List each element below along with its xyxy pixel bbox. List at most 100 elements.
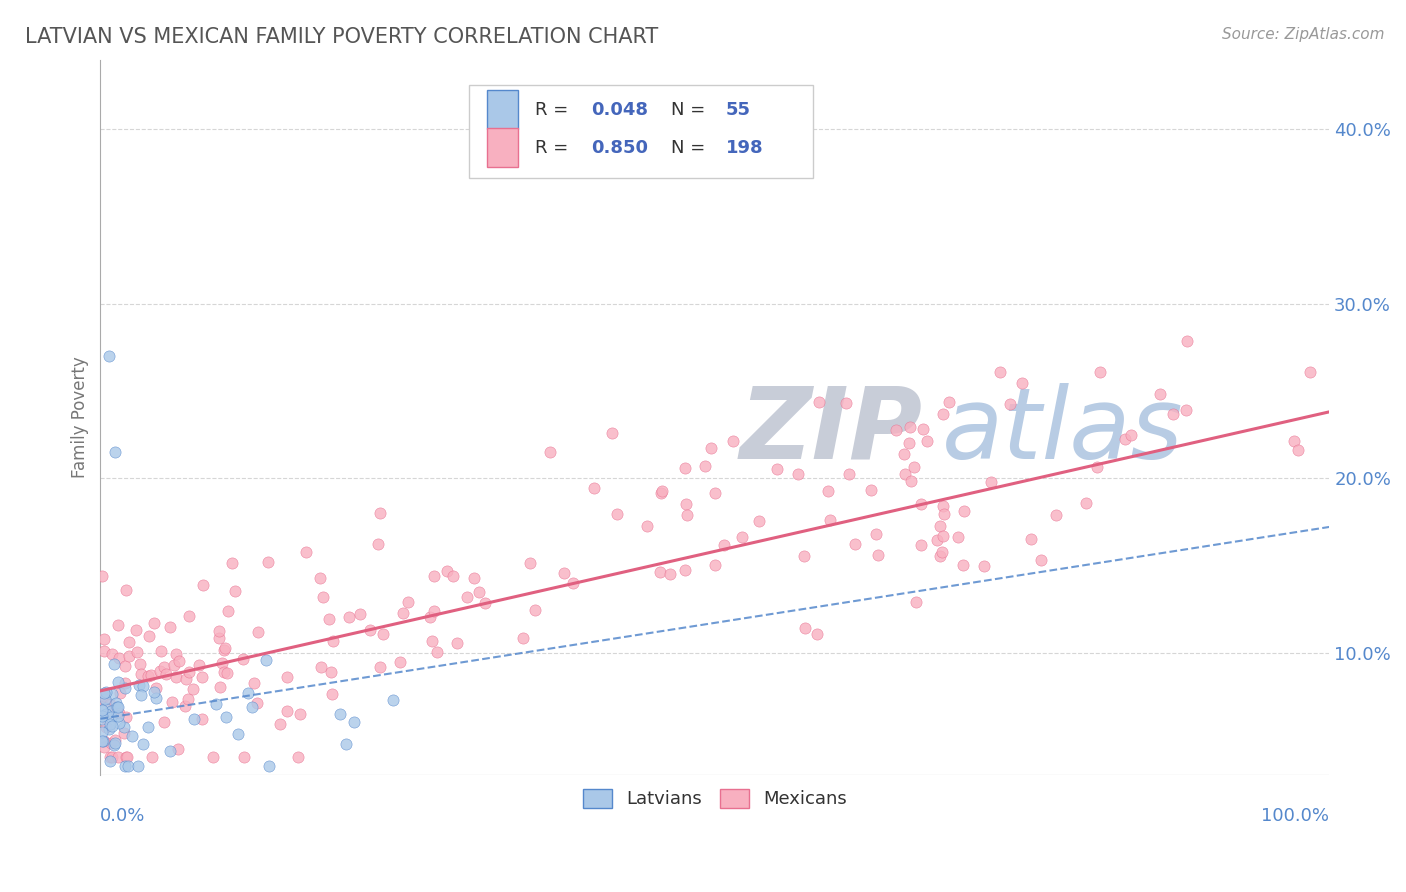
FancyBboxPatch shape bbox=[470, 85, 813, 178]
Point bbox=[115, 750, 138, 764]
Point bbox=[224, 584, 246, 599]
Point bbox=[94, 692, 117, 706]
Point bbox=[165, 647, 187, 661]
Point bbox=[226, 726, 249, 740]
Point bbox=[391, 606, 413, 620]
Point bbox=[467, 585, 489, 599]
Point bbox=[436, 564, 458, 578]
Point bbox=[215, 710, 238, 724]
Point bbox=[1163, 407, 1185, 421]
Point bbox=[177, 609, 200, 624]
Point bbox=[167, 742, 190, 756]
FancyBboxPatch shape bbox=[488, 90, 519, 129]
Point bbox=[659, 567, 682, 582]
Point bbox=[523, 603, 546, 617]
Text: R =: R = bbox=[536, 101, 575, 119]
Point bbox=[793, 549, 815, 564]
Point bbox=[321, 665, 343, 680]
Point bbox=[129, 667, 152, 681]
Point bbox=[114, 681, 136, 696]
Point bbox=[359, 624, 381, 638]
Text: N =: N = bbox=[671, 138, 710, 156]
Point bbox=[1175, 334, 1198, 348]
Point bbox=[419, 610, 441, 624]
Point bbox=[898, 419, 921, 434]
Point bbox=[125, 624, 148, 638]
Point bbox=[370, 507, 392, 521]
Point bbox=[928, 518, 950, 533]
Point bbox=[915, 434, 938, 449]
Point bbox=[139, 667, 162, 681]
Point bbox=[103, 657, 125, 672]
Point bbox=[1029, 553, 1052, 567]
Point bbox=[904, 595, 927, 609]
Point bbox=[932, 499, 955, 513]
Point bbox=[650, 486, 672, 500]
Point bbox=[807, 395, 830, 409]
Point bbox=[309, 571, 332, 585]
Point bbox=[104, 736, 127, 750]
Point bbox=[898, 436, 921, 450]
Point bbox=[582, 482, 605, 496]
Point bbox=[562, 576, 585, 591]
Point bbox=[105, 696, 128, 710]
Point bbox=[343, 714, 366, 729]
Point bbox=[1121, 428, 1143, 442]
Point bbox=[651, 484, 673, 499]
Point bbox=[114, 675, 136, 690]
Text: atlas: atlas bbox=[942, 383, 1184, 480]
Point bbox=[765, 462, 787, 476]
Point bbox=[212, 665, 235, 680]
Point bbox=[1076, 496, 1098, 510]
Point bbox=[91, 734, 114, 748]
Point bbox=[221, 556, 243, 570]
Point bbox=[865, 526, 887, 541]
Point bbox=[396, 595, 419, 609]
Point bbox=[97, 722, 120, 736]
Point bbox=[335, 737, 357, 751]
Point bbox=[93, 689, 115, 703]
Point bbox=[101, 719, 124, 733]
Point bbox=[90, 704, 112, 718]
Point bbox=[290, 707, 312, 722]
Point bbox=[90, 725, 112, 739]
Point bbox=[100, 736, 122, 750]
Point bbox=[127, 644, 149, 658]
Point bbox=[704, 486, 727, 500]
Text: 0.0%: 0.0% bbox=[100, 806, 146, 825]
Point bbox=[553, 566, 575, 580]
Point bbox=[191, 578, 214, 592]
Point bbox=[240, 700, 263, 714]
Point bbox=[179, 665, 201, 679]
Point bbox=[998, 397, 1021, 411]
Point bbox=[1114, 432, 1136, 446]
Point bbox=[127, 759, 149, 773]
Point bbox=[93, 644, 115, 658]
Point bbox=[93, 685, 115, 699]
Text: 0.850: 0.850 bbox=[591, 138, 648, 156]
Point bbox=[188, 657, 211, 672]
Point bbox=[205, 697, 228, 711]
Point bbox=[232, 750, 254, 764]
Point bbox=[817, 483, 839, 498]
Point bbox=[422, 569, 444, 583]
Point bbox=[893, 447, 915, 461]
Point bbox=[721, 434, 744, 449]
Point bbox=[793, 621, 815, 635]
Point bbox=[1011, 376, 1033, 390]
Point bbox=[115, 750, 138, 764]
Point bbox=[90, 693, 112, 707]
Text: 100.0%: 100.0% bbox=[1261, 806, 1329, 825]
Point bbox=[257, 555, 280, 569]
Point bbox=[101, 647, 124, 661]
Point bbox=[806, 626, 828, 640]
Point bbox=[368, 660, 391, 674]
Point bbox=[108, 650, 131, 665]
Point bbox=[117, 759, 139, 773]
Point bbox=[152, 715, 174, 730]
Point bbox=[269, 717, 291, 731]
Point bbox=[100, 704, 122, 718]
Point bbox=[145, 690, 167, 705]
Point bbox=[169, 654, 191, 668]
Point bbox=[276, 670, 298, 684]
